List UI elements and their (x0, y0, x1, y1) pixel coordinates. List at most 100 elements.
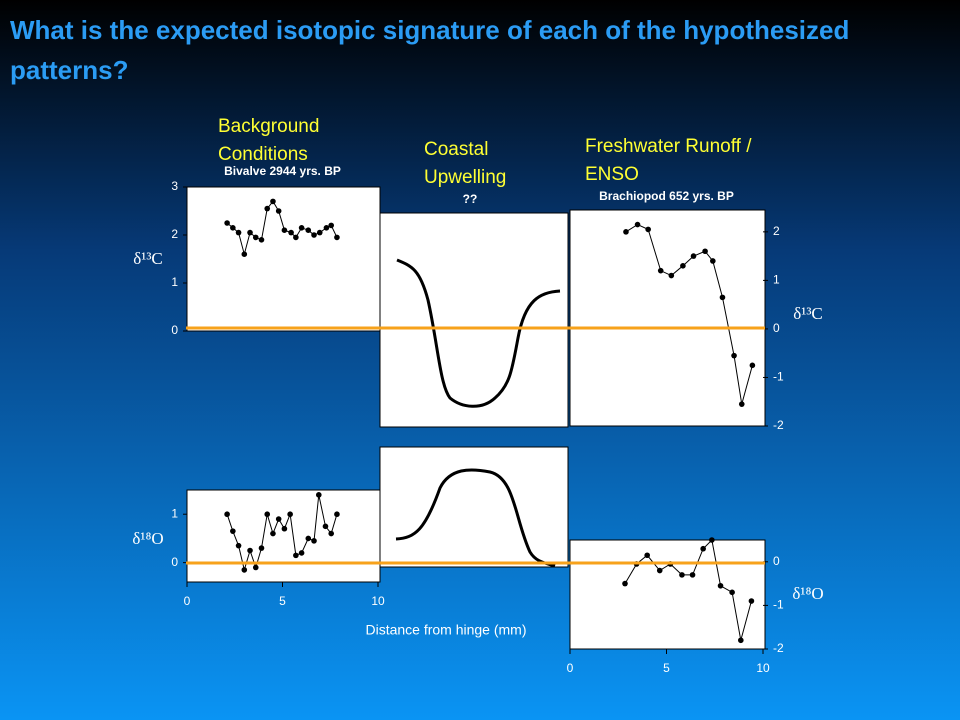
data-point (668, 272, 675, 279)
data-point (702, 248, 708, 255)
data-point (645, 226, 651, 233)
data-point (719, 294, 726, 301)
data-point (288, 229, 294, 236)
data-point (622, 580, 628, 587)
data-point (298, 225, 305, 231)
y-tick-label: -2 (773, 641, 784, 655)
data-point (311, 232, 317, 238)
plot-area (186, 186, 381, 332)
data-point (316, 229, 323, 236)
data-point (315, 492, 322, 498)
data-point (322, 523, 329, 530)
y-tick-label: 3 (171, 179, 178, 193)
data-point (311, 538, 317, 544)
data-point (689, 572, 696, 578)
panel-title: Bivalve 2944 yrs. BP (224, 164, 341, 178)
y-tick-label: 2 (773, 224, 780, 238)
y-tick-label: 1 (773, 273, 780, 287)
data-point (680, 263, 686, 269)
x-tick-label: 10 (371, 594, 385, 608)
annotation: ?? (463, 192, 478, 206)
data-point (252, 234, 259, 241)
heading: Coastal Upwelling (424, 139, 507, 188)
y-tick-label: -1 (773, 598, 784, 612)
data-point (690, 253, 697, 259)
data-point (264, 205, 271, 212)
data-point (287, 511, 293, 518)
schematic-panel (379, 212, 569, 428)
data-point (656, 567, 663, 574)
data-point (293, 552, 299, 559)
y-tick-label: -1 (773, 370, 784, 384)
data-point (328, 530, 335, 537)
data-point (334, 511, 340, 518)
data-point (305, 227, 312, 233)
data-point (281, 227, 288, 233)
x-tick-label: 5 (663, 661, 670, 675)
data-point (270, 530, 276, 537)
data-point (679, 572, 685, 578)
data-point (258, 545, 265, 551)
data-point (738, 401, 745, 407)
heading: Background Conditions (218, 116, 320, 165)
data-line (226, 494, 338, 572)
data-point (281, 525, 288, 532)
data-point (275, 516, 282, 522)
x-tick-label: 0 (567, 661, 574, 675)
data-point (275, 208, 282, 214)
data-point (224, 220, 230, 226)
x-axis-label: Distance from hinge (mm) (365, 622, 526, 638)
data-point (230, 225, 236, 231)
x-tick-label: 5 (279, 594, 286, 608)
data-point (305, 535, 312, 542)
data-point (247, 229, 253, 236)
y-tick-label: 0 (773, 321, 780, 335)
data-point (230, 528, 236, 534)
plot-area (569, 539, 766, 650)
y-tick-label: 1 (171, 506, 178, 520)
data-point (235, 542, 242, 549)
data-point (298, 550, 305, 556)
y-tick-label: 0 (171, 555, 178, 569)
heading: Freshwater Runoff / ENSO (585, 136, 752, 185)
panel-title: Brachiopod 652 yrs. BP (599, 189, 734, 203)
data-point (241, 251, 248, 257)
data-point (323, 225, 330, 231)
data-point (293, 234, 299, 241)
data-point (644, 552, 650, 559)
data-point (709, 537, 715, 543)
data-point (749, 362, 756, 369)
data-point (738, 637, 744, 644)
data-point (241, 567, 248, 573)
schematic-panel (379, 446, 569, 568)
y-tick-label: 2 (171, 227, 178, 241)
slide-title: What is the expected isotopic signature … (10, 15, 850, 85)
data-point (634, 221, 641, 228)
data-point (252, 564, 259, 571)
y-tick-label: 1 (171, 275, 178, 289)
y-axis-label: δ¹⁸O (132, 529, 163, 548)
data-point (623, 229, 629, 235)
data-point (247, 547, 253, 554)
data-point (700, 545, 706, 552)
data-point (729, 589, 735, 596)
data-point (328, 222, 335, 229)
data-point (334, 234, 340, 241)
data-point (657, 267, 664, 274)
data-point (717, 582, 724, 589)
plot-area (186, 489, 381, 583)
x-tick-label: 0 (184, 594, 191, 608)
data-point (258, 237, 265, 243)
data-point (731, 352, 737, 359)
data-point (264, 511, 271, 518)
y-tick-label: 0 (171, 323, 178, 337)
data-point (224, 511, 230, 518)
y-tick-label: 0 (773, 554, 780, 568)
y-tick-label: -2 (773, 418, 784, 432)
plot-area (569, 209, 766, 427)
x-tick-label: 10 (756, 661, 770, 675)
data-point (710, 258, 716, 264)
y-axis-label: δ¹³C (133, 249, 163, 268)
